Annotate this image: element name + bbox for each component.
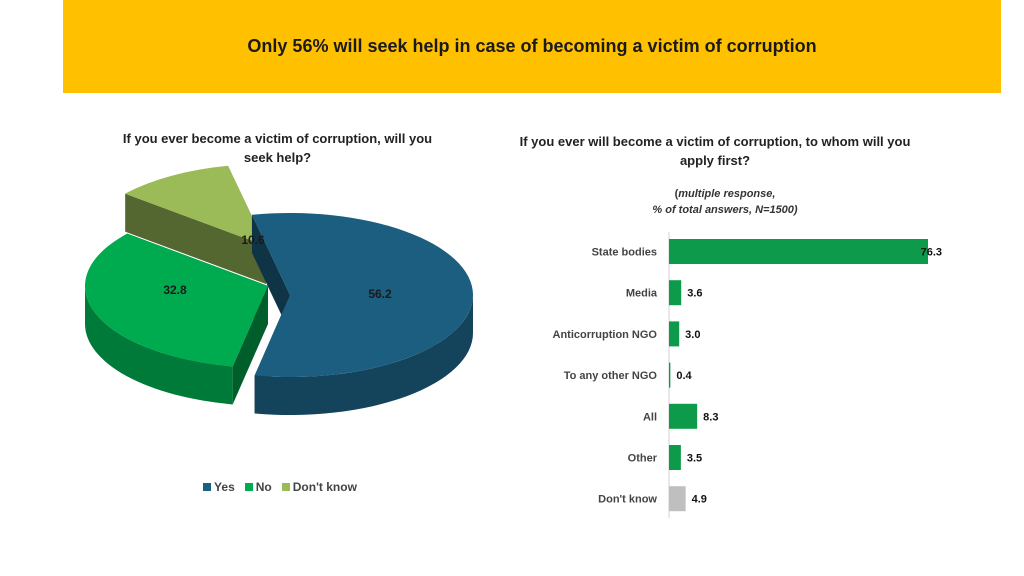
bar-chart-note: (multiple response, % of total answers, … — [560, 186, 890, 218]
legend-item-dont-know: Don't know — [281, 480, 357, 494]
pie-legend: Yes No Don't know — [180, 480, 380, 494]
legend-label-no: No — [255, 480, 272, 494]
pie-chart-title: If you ever become a victim of corruptio… — [122, 131, 433, 165]
bar-category-label: Don't know — [598, 494, 657, 506]
bar-value-label: 3.0 — [685, 329, 700, 341]
bar-value-label: 3.5 — [687, 453, 702, 465]
bar-value-label: 3.6 — [687, 288, 702, 300]
title-banner: Only 56% will seek help in case of becom… — [63, 0, 1001, 93]
legend-item-yes: Yes — [203, 480, 235, 494]
bar-note-paren: ( — [674, 188, 679, 200]
bar-value-label: 4.9 — [692, 494, 707, 506]
legend-swatch-no — [244, 483, 253, 491]
legend-item-no: No — [244, 480, 272, 494]
legend-swatch-dont-know — [281, 483, 290, 491]
bar-media — [669, 280, 682, 306]
pie-slice-no — [85, 233, 268, 405]
pie-slice-yes — [251, 212, 474, 415]
bar-category-label: Other — [628, 453, 658, 465]
bar-category-label: To any other NGO — [564, 370, 658, 382]
bar-value-label: 0.4 — [676, 370, 692, 382]
bar-value-label: 8.3 — [703, 411, 718, 423]
bar-category-label: Anticorruption NGO — [553, 329, 658, 341]
pie-data-label-dont-know: 10.6 — [241, 233, 265, 247]
pie-chart: 56.2 32.8 10.6 — [85, 165, 474, 415]
pie-data-label-no: 32.8 — [163, 283, 187, 297]
pie-data-label-yes: 56.2 — [368, 287, 392, 301]
bar-category-label: All — [643, 411, 657, 423]
bar-category-label: Media — [626, 288, 658, 300]
bar-state-bodies — [669, 239, 928, 264]
bar-note-line1: multiple response, — [678, 188, 776, 200]
legend-label-yes: Yes — [214, 480, 235, 494]
legend-label-dont-know: Don't know — [292, 480, 357, 494]
bar-to-any-other-ngo — [669, 362, 671, 388]
bar-all — [669, 403, 698, 429]
bar-don-t-know — [669, 486, 686, 512]
bar-chart-title: If you ever will become a victim of corr… — [519, 134, 911, 168]
bar-other — [669, 445, 681, 470]
bar-category-label: State bodies — [592, 247, 657, 259]
bar-value-label: 76.3 — [921, 247, 942, 259]
bar-anticorruption-ngo — [669, 321, 680, 347]
page-title: Only 56% will seek help in case of becom… — [247, 36, 817, 56]
legend-swatch-yes — [203, 483, 212, 491]
bar-note-line2: % of total answers, N=1500) — [652, 204, 798, 216]
